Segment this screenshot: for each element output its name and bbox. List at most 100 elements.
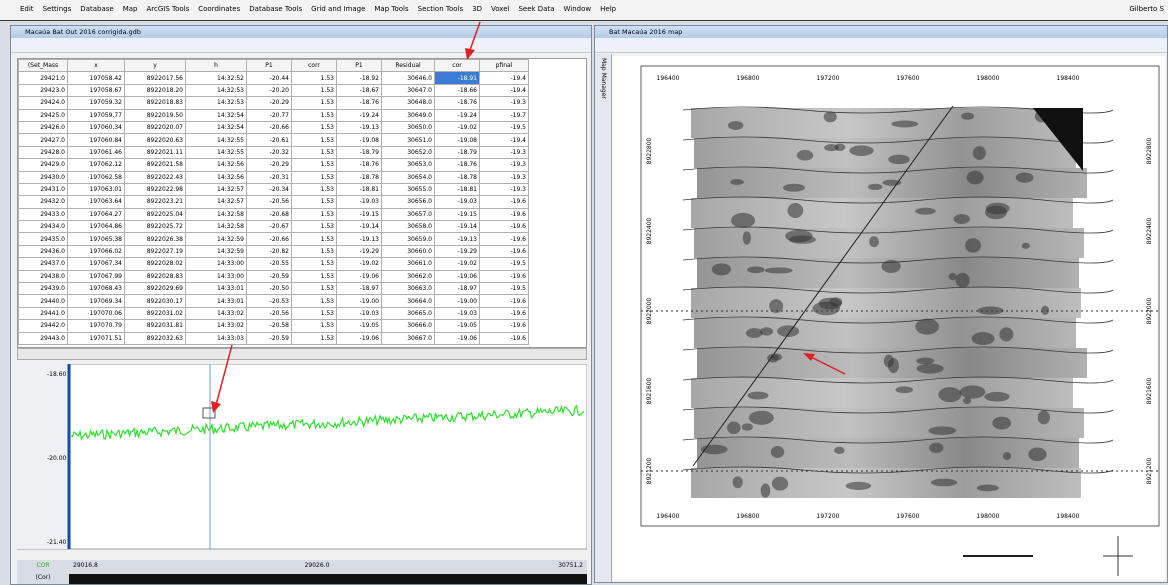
menu-item[interactable]: Map Tools xyxy=(374,5,409,13)
data-row: 29423.0 197058.67 8922018.20 14:32:53 -20.20… xyxy=(18,83,529,98)
swath-edge xyxy=(682,376,1114,384)
footer-mid: 29026.0 xyxy=(305,562,330,569)
cell: -20.68 xyxy=(246,207,292,222)
feature xyxy=(823,111,837,123)
feature xyxy=(992,416,1012,430)
cell: 14:32:56 xyxy=(185,170,247,184)
cell: 14:32:53 xyxy=(185,83,247,98)
swath-edge xyxy=(682,196,1114,204)
menu-item[interactable]: Settings xyxy=(42,5,72,13)
feature xyxy=(985,202,1010,215)
cell: 29435.0 xyxy=(18,232,68,246)
cell: -19.6 xyxy=(479,207,529,222)
feature xyxy=(965,238,982,253)
feature xyxy=(824,144,839,152)
scrollbar[interactable] xyxy=(17,348,587,360)
column-header: h xyxy=(185,59,247,73)
cell: 1.53 xyxy=(291,306,337,321)
cell: 1.53 xyxy=(291,120,337,135)
cell: 8922017.56 xyxy=(124,71,186,85)
database-window: Macaúa Bat Out 2016 corrigida.gdb (Set_M… xyxy=(10,25,592,585)
cell: -19.3 xyxy=(479,182,529,197)
cell: -18.79 xyxy=(434,145,480,160)
cell: 30663.0 xyxy=(381,282,435,296)
menu-item[interactable]: Grid and Image xyxy=(311,5,366,13)
cell: 14:32:54 xyxy=(185,108,247,122)
user-name: Gilberto S xyxy=(1129,5,1164,13)
menu-item[interactable]: Section Tools xyxy=(417,5,464,13)
cell: 14:33:01 xyxy=(185,294,247,308)
data-row: 29438.0 197067.99 8922028.83 14:33:00 -20.59… xyxy=(18,269,529,284)
column-header: (Set_Mass xyxy=(18,59,68,73)
feature xyxy=(783,183,805,192)
cell: -19.5 xyxy=(479,282,529,296)
swath-edge xyxy=(682,346,1114,354)
cell: 29428.0 xyxy=(18,145,68,160)
data-row: 29431.0 197063.01 8922022.98 14:32:57 -20.34… xyxy=(18,182,529,197)
cell: 8922025.04 xyxy=(124,207,186,222)
cell: -20.59 xyxy=(246,331,292,346)
feature xyxy=(891,120,919,128)
menu-item[interactable]: Seek Data xyxy=(518,5,555,13)
swath xyxy=(694,228,1084,258)
cell: 197066.02 xyxy=(67,244,125,259)
cell: 29440.0 xyxy=(18,294,68,308)
data-row: 29421.0 197058.42 8922017.56 14:32:52 -20.44… xyxy=(18,71,529,85)
cell: 29441.0 xyxy=(18,306,68,321)
feature xyxy=(1021,242,1030,249)
side-tab[interactable]: Map Manager xyxy=(600,58,607,99)
feature xyxy=(1041,305,1050,315)
swath xyxy=(694,138,1076,168)
menu-item[interactable]: 3D xyxy=(472,5,482,13)
cell: 1.53 xyxy=(291,71,337,85)
menu-item[interactable]: Map xyxy=(122,5,138,13)
cell: 197068.43 xyxy=(67,282,125,296)
cell: 197063.64 xyxy=(67,195,125,209)
menu-item[interactable]: Edit xyxy=(20,5,34,13)
column-header: P1 xyxy=(336,59,382,73)
cell: -19.6 xyxy=(479,331,529,346)
cell: 8922032.63 xyxy=(124,331,186,346)
feature xyxy=(961,112,975,120)
menu-item[interactable]: Help xyxy=(600,5,617,13)
menu-item[interactable]: Voxel xyxy=(490,5,510,13)
feature xyxy=(742,231,751,245)
cell: 14:32:55 xyxy=(185,133,247,147)
feature xyxy=(796,149,814,161)
cell: 8922029.69 xyxy=(124,282,186,296)
column-header: cor xyxy=(434,59,480,73)
cell: -19.15 xyxy=(336,207,382,222)
cell: 30651.0 xyxy=(381,133,435,147)
y-label: 8921200 xyxy=(646,457,653,484)
profile-panel: -18.60 -20.00 -21.40 COR 29016.8 29026.0… xyxy=(17,364,587,584)
cell: -19.6 xyxy=(479,195,529,209)
x-label: 196800 xyxy=(737,513,760,520)
data-row: 29442.0 197070.79 8922031.81 14:33:02 -20.58… xyxy=(18,319,529,333)
cell: -19.7 xyxy=(479,108,529,122)
cell: -20.29 xyxy=(246,96,292,110)
cell: 29421.0 xyxy=(18,71,68,85)
menu-item[interactable]: ArcGIS Tools xyxy=(146,5,190,13)
cell: -20.61 xyxy=(246,133,292,147)
cell: 29434.0 xyxy=(18,220,68,234)
map-window: Bat Macaúa 2016 map Map Manager 196400 19… xyxy=(594,25,1168,583)
cell: -20.82 xyxy=(246,244,292,259)
cell: 14:33:02 xyxy=(185,306,247,321)
cell: 1.53 xyxy=(291,170,337,184)
menu-item[interactable]: Database xyxy=(80,5,114,13)
cell: 30665.0 xyxy=(381,306,435,321)
menu-item[interactable]: Coordinates xyxy=(198,5,241,13)
cell: 8922031.02 xyxy=(124,306,186,321)
cell: 29427.0 xyxy=(18,133,68,147)
menu-item[interactable]: Database Tools xyxy=(249,5,303,13)
footer-channel: COR xyxy=(36,562,49,569)
cell: 29430.0 xyxy=(18,170,68,184)
swath xyxy=(697,438,1079,468)
feature xyxy=(887,357,899,374)
feature xyxy=(845,481,872,490)
cell: 197061.46 xyxy=(67,145,125,160)
menu-item[interactable]: Window xyxy=(563,5,592,13)
toolbar xyxy=(11,38,591,53)
cell: -20.56 xyxy=(246,195,292,209)
cell: -19.3 xyxy=(479,145,529,160)
